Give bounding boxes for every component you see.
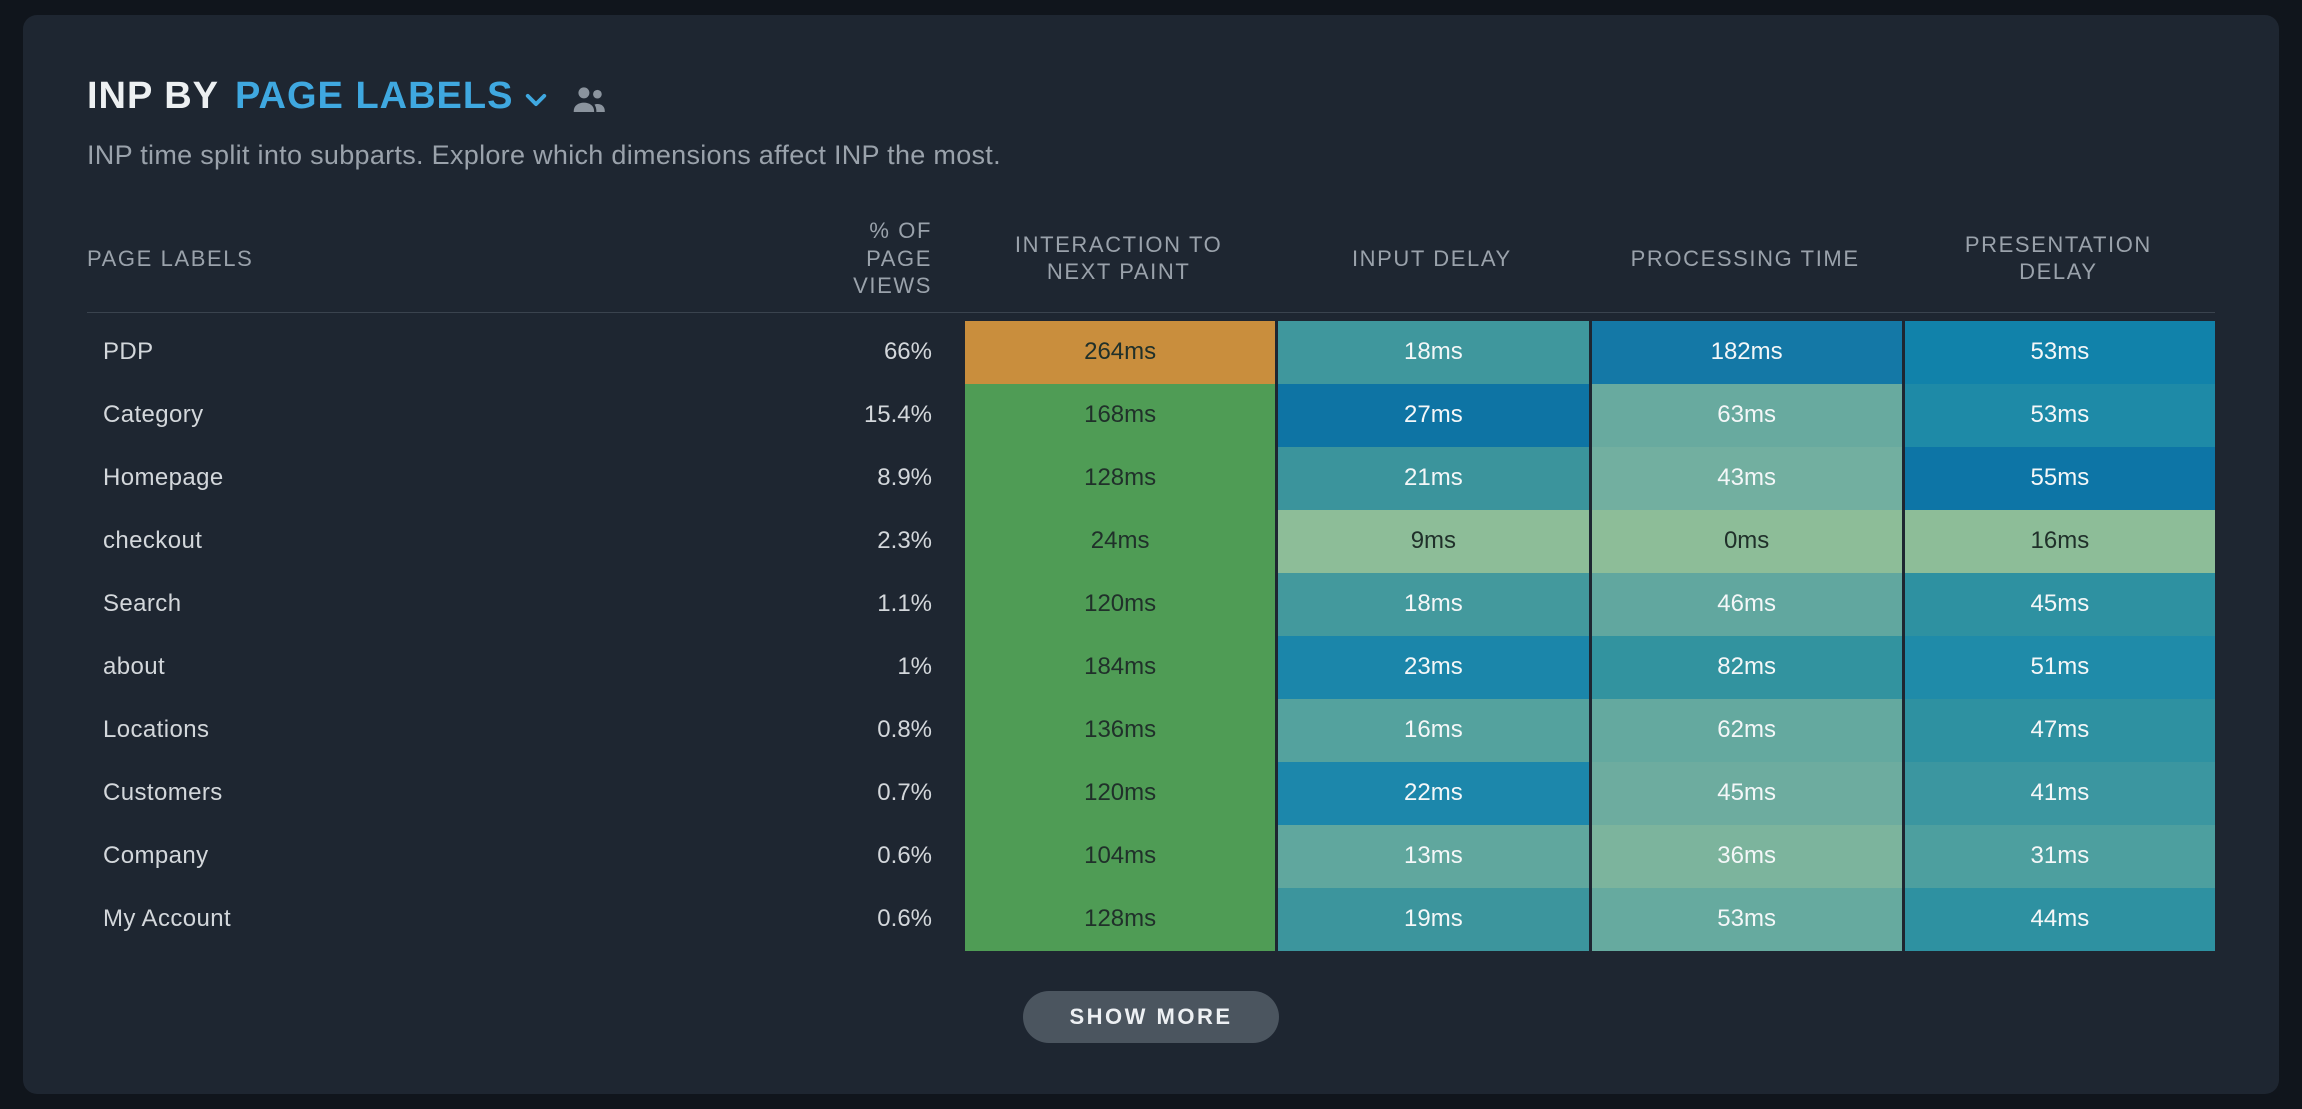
heatmap-cell[interactable]: 36ms [1588, 824, 1902, 888]
heatmap-cell[interactable]: 21ms [1275, 446, 1589, 510]
row-page-label: checkout [103, 527, 203, 554]
heatmap-cell[interactable]: 18ms [1275, 572, 1589, 636]
show-more-button[interactable]: SHOW MORE [1023, 990, 1279, 1043]
table-row: Locations 0.8% 136ms 16ms 62ms 47ms [87, 698, 2215, 762]
row-page-label: Homepage [103, 464, 224, 491]
heatmap-cell[interactable]: 184ms [962, 635, 1276, 699]
table-row: about 1% 184ms 23ms 82ms 51ms [87, 635, 2215, 699]
heatmap-cell[interactable]: 120ms [962, 572, 1276, 636]
table-row: checkout 2.3% 24ms 9ms 0ms 16ms [87, 509, 2215, 573]
dimension-dropdown[interactable]: PAGE LABELS [235, 75, 547, 118]
table-header-row: PAGE LABELS % OF PAGE VIEWS INTERACTION … [87, 217, 2215, 313]
row-page-label: My Account [103, 905, 232, 932]
heatmap-cell[interactable]: 46ms [1588, 572, 1902, 636]
heatmap-cell[interactable]: 18ms [1275, 320, 1589, 384]
row-page-views-percent: 0.7% [877, 779, 932, 806]
heatmap-cell[interactable]: 120ms [962, 761, 1276, 825]
heatmap-cell[interactable]: 104ms [962, 824, 1276, 888]
heatmap-cell[interactable]: 9ms [1275, 509, 1589, 573]
row-page-views-percent: 0.6% [877, 842, 932, 869]
row-page-views-percent: 0.8% [877, 716, 932, 743]
row-page-views-percent: 2.3% [877, 527, 932, 554]
heatmap-cell[interactable]: 24ms [962, 509, 1276, 573]
heatmap-cell[interactable]: 55ms [1901, 446, 2215, 510]
heatmap-cell[interactable]: 136ms [962, 698, 1276, 762]
heatmap-cell[interactable]: 51ms [1901, 635, 2215, 699]
heatmap-cell[interactable]: 168ms [962, 383, 1276, 447]
row-page-label: about [103, 653, 166, 680]
column-header-presentation-delay: PRESENTATION DELAY [1964, 231, 2152, 285]
inp-heatmap-table: PAGE LABELS % OF PAGE VIEWS INTERACTION … [87, 217, 2215, 951]
heatmap-cell[interactable]: 22ms [1275, 761, 1589, 825]
heatmap-cell[interactable]: 23ms [1275, 635, 1589, 699]
row-page-label: PDP [103, 338, 154, 365]
table-body: PDP 66% 264ms 18ms 182ms 53ms Category 15.4% 168… [87, 320, 2215, 951]
heatmap-cell[interactable]: 16ms [1901, 509, 2215, 573]
widget-subtitle: INP time split into subparts. Explore wh… [87, 140, 1001, 170]
users-icon[interactable] [571, 85, 607, 113]
heatmap-cell[interactable]: 27ms [1275, 383, 1589, 447]
heatmap-cell[interactable]: 44ms [1901, 887, 2215, 951]
row-page-views-percent: 15.4% [863, 401, 932, 428]
table-row: Customers 0.7% 120ms 22ms 45ms 41ms [87, 761, 2215, 825]
row-page-views-percent: 66% [883, 338, 932, 365]
row-page-views-percent: 1.1% [877, 590, 932, 617]
row-page-views-percent: 0.6% [877, 905, 932, 932]
row-page-label: Customers [103, 779, 223, 806]
column-header-page-views: % OF PAGE VIEWS [853, 218, 932, 298]
heatmap-cell[interactable]: 45ms [1588, 761, 1902, 825]
heatmap-cell[interactable]: 62ms [1588, 698, 1902, 762]
inp-widget-card: INP BY PAGE LABELS INP time split into s… [23, 15, 2279, 1094]
heatmap-cell[interactable]: 53ms [1901, 383, 2215, 447]
table-row: Category 15.4% 168ms 27ms 63ms 53ms [87, 383, 2215, 447]
heatmap-cell[interactable]: 31ms [1901, 824, 2215, 888]
widget-title-row: INP BY PAGE LABELS [87, 75, 2215, 118]
row-page-views-percent: 8.9% [877, 464, 932, 491]
widget-footer: SHOW MORE [87, 990, 2215, 1043]
heatmap-cell[interactable]: 128ms [962, 887, 1276, 951]
heatmap-cell[interactable]: 0ms [1588, 509, 1902, 573]
column-header-input-delay: INPUT DELAY [1351, 245, 1512, 271]
row-page-views-percent: 1% [897, 653, 932, 680]
heatmap-cell[interactable]: 43ms [1588, 446, 1902, 510]
heatmap-cell[interactable]: 82ms [1588, 635, 1902, 699]
dimension-dropdown-label: PAGE LABELS [235, 75, 514, 117]
heatmap-cell[interactable]: 13ms [1275, 824, 1589, 888]
heatmap-cell[interactable]: 53ms [1901, 320, 2215, 384]
heatmap-cell[interactable]: 16ms [1275, 698, 1589, 762]
column-header-inp: INTERACTION TO NEXT PAINT [1014, 231, 1223, 285]
widget-title: INP BY [87, 75, 220, 117]
row-page-label: Category [103, 401, 204, 428]
heatmap-cell[interactable]: 182ms [1588, 320, 1902, 384]
heatmap-cell[interactable]: 45ms [1901, 572, 2215, 636]
table-row: My Account 0.6% 128ms 19ms 53ms 44ms [87, 887, 2215, 951]
row-page-label: Locations [103, 716, 210, 743]
row-page-label: Company [103, 842, 209, 869]
table-row: Search 1.1% 120ms 18ms 46ms 45ms [87, 572, 2215, 636]
heatmap-cell[interactable]: 47ms [1901, 698, 2215, 762]
column-header-page-labels: PAGE LABELS [87, 245, 254, 271]
table-row: Company 0.6% 104ms 13ms 36ms 31ms [87, 824, 2215, 888]
heatmap-cell[interactable]: 128ms [962, 446, 1276, 510]
heatmap-cell[interactable]: 264ms [962, 320, 1276, 384]
chevron-down-icon [525, 93, 547, 107]
heatmap-cell[interactable]: 63ms [1588, 383, 1902, 447]
table-row: Homepage 8.9% 128ms 21ms 43ms 55ms [87, 446, 2215, 510]
heatmap-cell[interactable]: 53ms [1588, 887, 1902, 951]
table-row: PDP 66% 264ms 18ms 182ms 53ms [87, 320, 2215, 384]
row-page-label: Search [103, 590, 182, 617]
column-header-processing-time: PROCESSING TIME [1630, 245, 1860, 271]
heatmap-cell[interactable]: 41ms [1901, 761, 2215, 825]
heatmap-cell[interactable]: 19ms [1275, 887, 1589, 951]
